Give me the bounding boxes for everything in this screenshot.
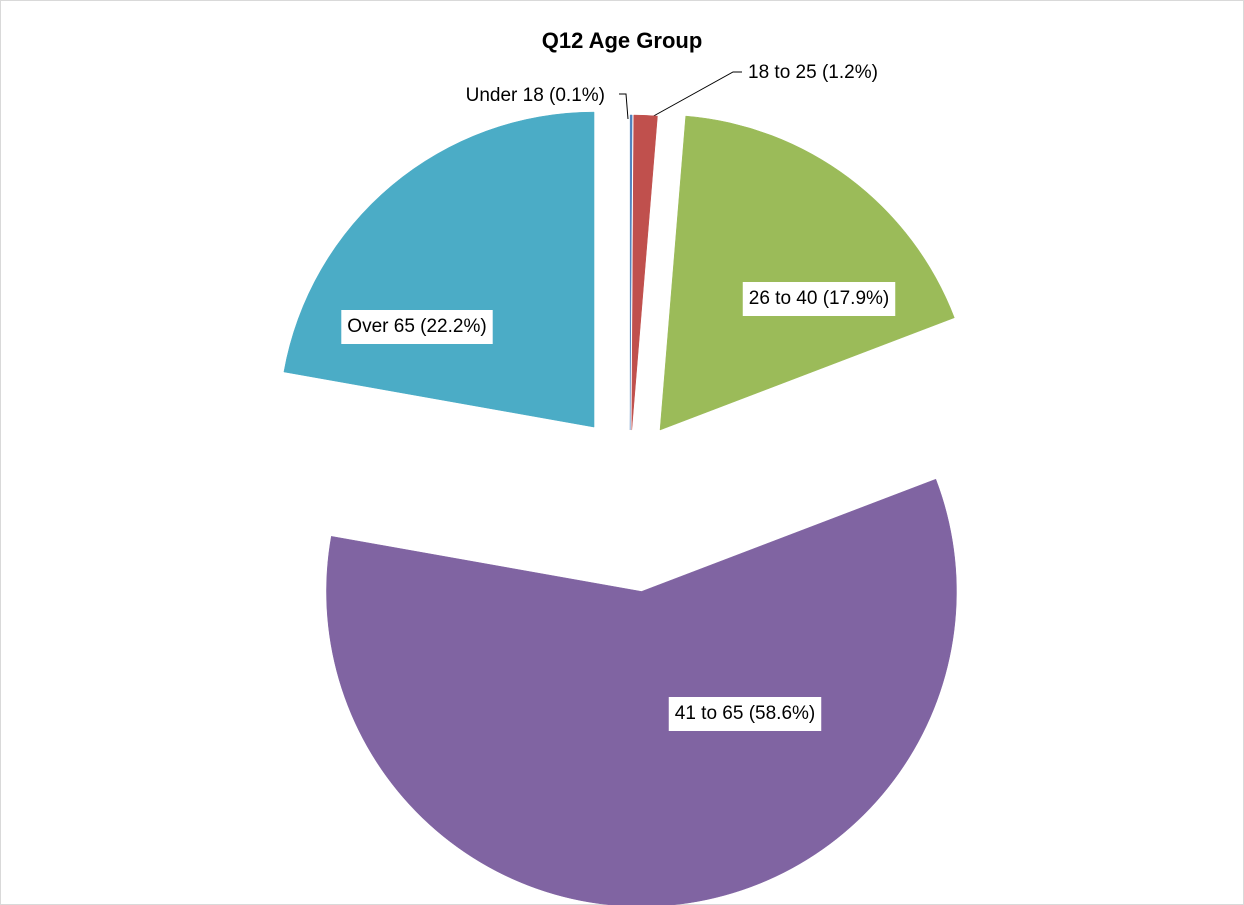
leader-line	[619, 93, 629, 120]
pie-slice	[659, 115, 955, 431]
data-label: 26 to 40 (17.9%)	[749, 288, 889, 309]
pie-slice	[283, 111, 595, 428]
data-label-box	[341, 310, 493, 344]
data-label-box	[742, 282, 896, 316]
pie-slice	[629, 114, 633, 431]
pie-slice	[631, 114, 658, 431]
data-label: Over 65 (22.2%)	[347, 316, 486, 337]
chart-title: Q12 Age Group	[542, 28, 703, 53]
leader-line	[649, 71, 742, 119]
data-label: 18 to 25 (1.2%)	[748, 62, 878, 83]
data-label-box	[668, 697, 822, 731]
data-label: 41 to 65 (58.6%)	[675, 703, 815, 724]
data-label: Under 18 (0.1%)	[466, 85, 605, 106]
